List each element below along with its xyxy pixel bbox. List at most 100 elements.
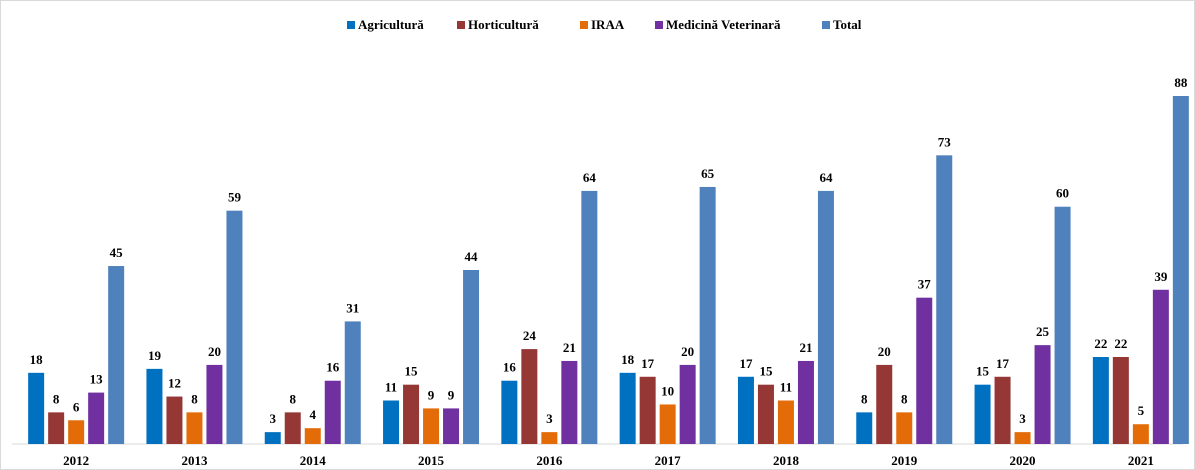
bar [561, 360, 578, 444]
bar [186, 412, 203, 444]
bar [146, 368, 163, 444]
data-label: 22 [1094, 336, 1107, 351]
data-label: 20 [878, 344, 891, 359]
bar [166, 396, 183, 444]
data-label: 21 [799, 340, 812, 355]
bar [619, 372, 636, 444]
legend-swatch [347, 21, 355, 29]
bar [284, 412, 301, 444]
bar [324, 380, 341, 444]
data-label: 8 [861, 391, 868, 406]
data-label: 59 [228, 190, 242, 205]
data-label: 24 [523, 328, 537, 343]
data-label: 9 [448, 387, 455, 402]
data-label: 16 [326, 360, 340, 375]
data-label: 4 [310, 407, 317, 422]
data-label: 21 [563, 340, 576, 355]
data-label: 25 [1036, 324, 1050, 339]
bar [1172, 96, 1189, 444]
data-label: 39 [1154, 269, 1168, 284]
data-label: 3 [546, 411, 553, 426]
bar [541, 432, 558, 444]
data-label: 15 [759, 364, 773, 379]
bar [639, 376, 656, 444]
data-label: 18 [621, 352, 635, 367]
bar [896, 412, 913, 444]
data-label: 12 [168, 376, 181, 391]
data-label: 20 [208, 344, 221, 359]
data-label: 5 [1138, 403, 1145, 418]
x-tick-label: 2018 [773, 453, 800, 468]
x-tick-label: 2015 [418, 453, 445, 468]
data-label: 3 [1019, 411, 1026, 426]
legend-swatch [457, 21, 465, 29]
legend-label: Agricultură [358, 17, 424, 32]
bar [304, 428, 321, 444]
x-tick-label: 2014 [300, 453, 327, 468]
data-label: 19 [148, 348, 162, 363]
bar [463, 270, 480, 444]
legend-label: IRAA [591, 17, 625, 32]
data-label: 15 [976, 364, 990, 379]
data-label: 3 [270, 411, 277, 426]
x-tick-label: 2012 [63, 453, 89, 468]
x-tick-label: 2013 [181, 453, 208, 468]
data-label: 60 [1056, 186, 1069, 201]
data-label: 15 [405, 364, 419, 379]
data-label: 8 [191, 391, 198, 406]
bar [423, 408, 440, 444]
data-label: 6 [73, 399, 80, 414]
data-label: 8 [290, 391, 297, 406]
data-label: 88 [1174, 75, 1188, 90]
data-label: 65 [701, 166, 715, 181]
bar [936, 155, 953, 444]
bar [974, 384, 991, 444]
x-tick-label: 2021 [1128, 453, 1154, 468]
bar [757, 384, 774, 444]
bar [916, 297, 933, 444]
data-label: 37 [918, 277, 932, 292]
bar [403, 384, 420, 444]
bar [994, 376, 1011, 444]
bar [108, 266, 125, 444]
data-label: 44 [465, 249, 479, 264]
bar [659, 404, 676, 444]
bar [1092, 357, 1109, 444]
bar [1014, 432, 1031, 444]
data-label: 45 [110, 245, 124, 260]
data-label: 22 [1114, 336, 1127, 351]
bar [1054, 206, 1071, 444]
x-tick-label: 2016 [536, 453, 563, 468]
data-label: 16 [503, 360, 517, 375]
data-label: 64 [819, 170, 833, 185]
x-tick-label: 2017 [655, 453, 682, 468]
bar [856, 412, 873, 444]
legend-label: Total [833, 17, 862, 32]
legend-swatch [655, 21, 663, 29]
bar [777, 400, 794, 444]
x-tick-label: 2019 [891, 453, 918, 468]
data-label: 31 [346, 300, 359, 315]
bar [1034, 345, 1051, 444]
bar [1152, 289, 1169, 444]
x-tick-label: 2020 [1010, 453, 1036, 468]
data-label: 73 [938, 134, 952, 149]
bar [68, 420, 85, 444]
data-label: 18 [30, 352, 44, 367]
data-label: 9 [428, 387, 435, 402]
bar [797, 360, 814, 444]
bar [521, 349, 538, 444]
data-label: 11 [385, 379, 397, 394]
bar [443, 408, 460, 444]
bar [48, 412, 65, 444]
bar [383, 400, 400, 444]
bar [817, 190, 834, 444]
bar [679, 364, 696, 444]
data-label: 8 [53, 391, 60, 406]
data-label: 17 [739, 356, 753, 371]
bar [581, 190, 598, 444]
bar [699, 186, 716, 445]
bar [344, 321, 361, 444]
data-label: 17 [641, 356, 655, 371]
